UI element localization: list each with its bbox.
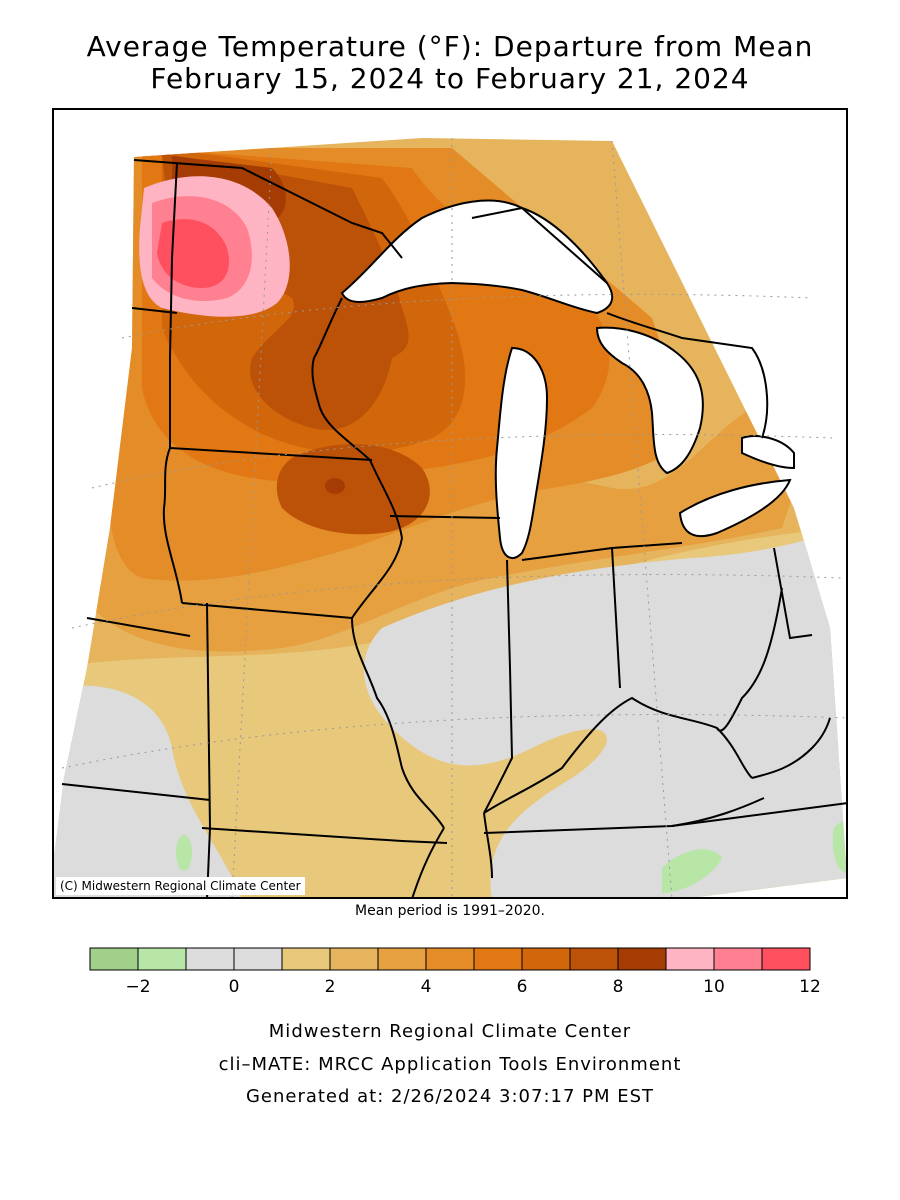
legend-bin [617, 947, 667, 971]
field-cool-tn [662, 849, 722, 893]
field-neutral-east [363, 528, 847, 899]
border-wi-il [389, 515, 501, 519]
color-legend: −2 0 2 4 6 8 10 12 [89, 947, 821, 997]
lake-erie [678, 478, 792, 538]
border-mn-ia [169, 447, 373, 461]
border-mn-wi [311, 297, 371, 461]
legend-tick-label: 2 [325, 977, 336, 997]
border-ia-mo [181, 602, 353, 619]
legend-bin [233, 947, 283, 971]
footer-tool: cli–MATE: MRCC Application Tools Environ… [218, 1054, 682, 1075]
boundaries [61, 159, 848, 899]
graticule [61, 138, 848, 899]
border-ks-ne [61, 783, 211, 801]
legend-bin [665, 947, 715, 971]
legend-bin [713, 947, 763, 971]
lake-michigan [494, 346, 549, 559]
legend-tick-label: 4 [421, 977, 432, 997]
border-ne-sd [86, 617, 191, 637]
border-ks-mo [206, 602, 212, 899]
legend-tick-label: 10 [703, 977, 725, 997]
border-in-oh [611, 547, 621, 689]
legend-tick-label: 8 [613, 977, 624, 997]
legend-bin [281, 947, 331, 971]
legend-bin [425, 947, 475, 971]
border-mi-south [521, 542, 683, 561]
border-oh-pa [773, 547, 813, 640]
border-ia-west [162, 447, 183, 604]
legend-bin [377, 947, 427, 971]
legend-bin [185, 947, 235, 971]
field-cool-ks [176, 835, 192, 871]
footer-org: Midwestern Regional Climate Center [268, 1021, 632, 1042]
border-il-in [483, 559, 514, 814]
legend-bin [569, 947, 619, 971]
lake-huron [595, 326, 704, 475]
legend-bin [89, 947, 139, 971]
border-sd-nd [131, 307, 178, 314]
legend-bin [761, 947, 811, 971]
mean-period-note: Mean period is 1991–2020. [355, 903, 545, 919]
legend-tick-label: 0 [229, 977, 240, 997]
border-nd-mn [169, 162, 178, 448]
field-7-8-iowa [276, 444, 430, 535]
ohio-river [483, 696, 753, 814]
legend-tick-label: 12 [799, 977, 821, 997]
field-11-12 [157, 219, 230, 288]
legend-bin [329, 947, 379, 971]
legend-tick-label: −2 [125, 977, 150, 997]
map-title-line1: Average Temperature (°F): Departure from… [86, 30, 814, 63]
temperature-departure-map [52, 108, 848, 899]
field-8-9-iowa [325, 478, 345, 494]
map-title-line2: February 15, 2024 to February 21, 2024 [150, 62, 750, 95]
legend-tick-labels: −2 0 2 4 6 8 10 12 [125, 977, 820, 997]
legend-bin [521, 947, 571, 971]
lake-ontario [741, 435, 795, 470]
border-mo-ar [201, 827, 448, 844]
footer-generated: Generated at: 2/26/2024 3:07:17 PM EST [245, 1086, 655, 1107]
field-3-4 [82, 408, 812, 652]
legend-tick-label: 6 [517, 977, 528, 997]
legend-bin [473, 947, 523, 971]
border-canada [133, 159, 403, 259]
legend-bins [89, 947, 811, 971]
legend-bin [137, 947, 187, 971]
border-ia-il [350, 459, 445, 829]
map-border [52, 108, 848, 899]
copyright-label: (C) Midwestern Regional Climate Center [56, 877, 305, 895]
